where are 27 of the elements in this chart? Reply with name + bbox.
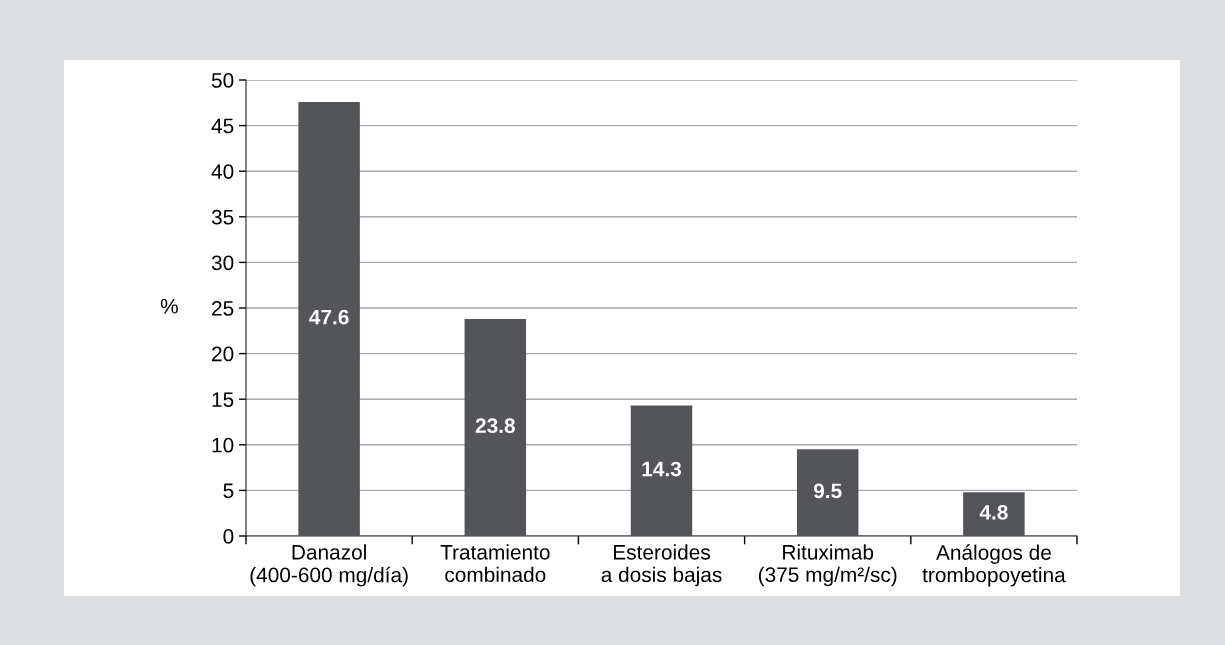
x-tick-label: Análogos de trombopoyetina: [922, 544, 1066, 587]
x-tick-label: Danazol (400-600 mg/día): [250, 544, 408, 587]
y-tick-label: 5: [223, 483, 234, 499]
data-label: 14.3: [642, 461, 682, 477]
y-tick-label: 35: [211, 209, 234, 225]
data-label: 4.8: [979, 504, 1008, 520]
data-label: 23.8: [475, 418, 515, 434]
bar: [464, 318, 527, 536]
bar: [298, 101, 360, 536]
y-tick-label: 45: [211, 118, 234, 134]
x-tick-label: Tratamiento combinado: [440, 544, 550, 583]
x-tick-label: Esteroides a dosis bajas: [601, 544, 722, 587]
y-axis-title: %: [160, 298, 178, 314]
y-tick-label: 30: [211, 255, 234, 271]
bar: [963, 492, 1025, 536]
y-tick-label: 0: [223, 529, 234, 544]
data-label: 9.5: [813, 483, 842, 499]
bar: [796, 449, 859, 536]
y-tick-label: 50: [211, 73, 234, 88]
y-tick-label: 40: [211, 164, 234, 179]
y-tick-label: 10: [212, 437, 234, 453]
y-tick-label: 20: [212, 346, 234, 362]
y-tick-label: 25: [212, 301, 234, 316]
x-tick-label: Rituximab (375 mg/m²/sc): [758, 544, 897, 587]
y-tick-label: 15: [212, 392, 234, 407]
bar: [630, 405, 693, 536]
data-label: 47.6: [309, 309, 349, 325]
